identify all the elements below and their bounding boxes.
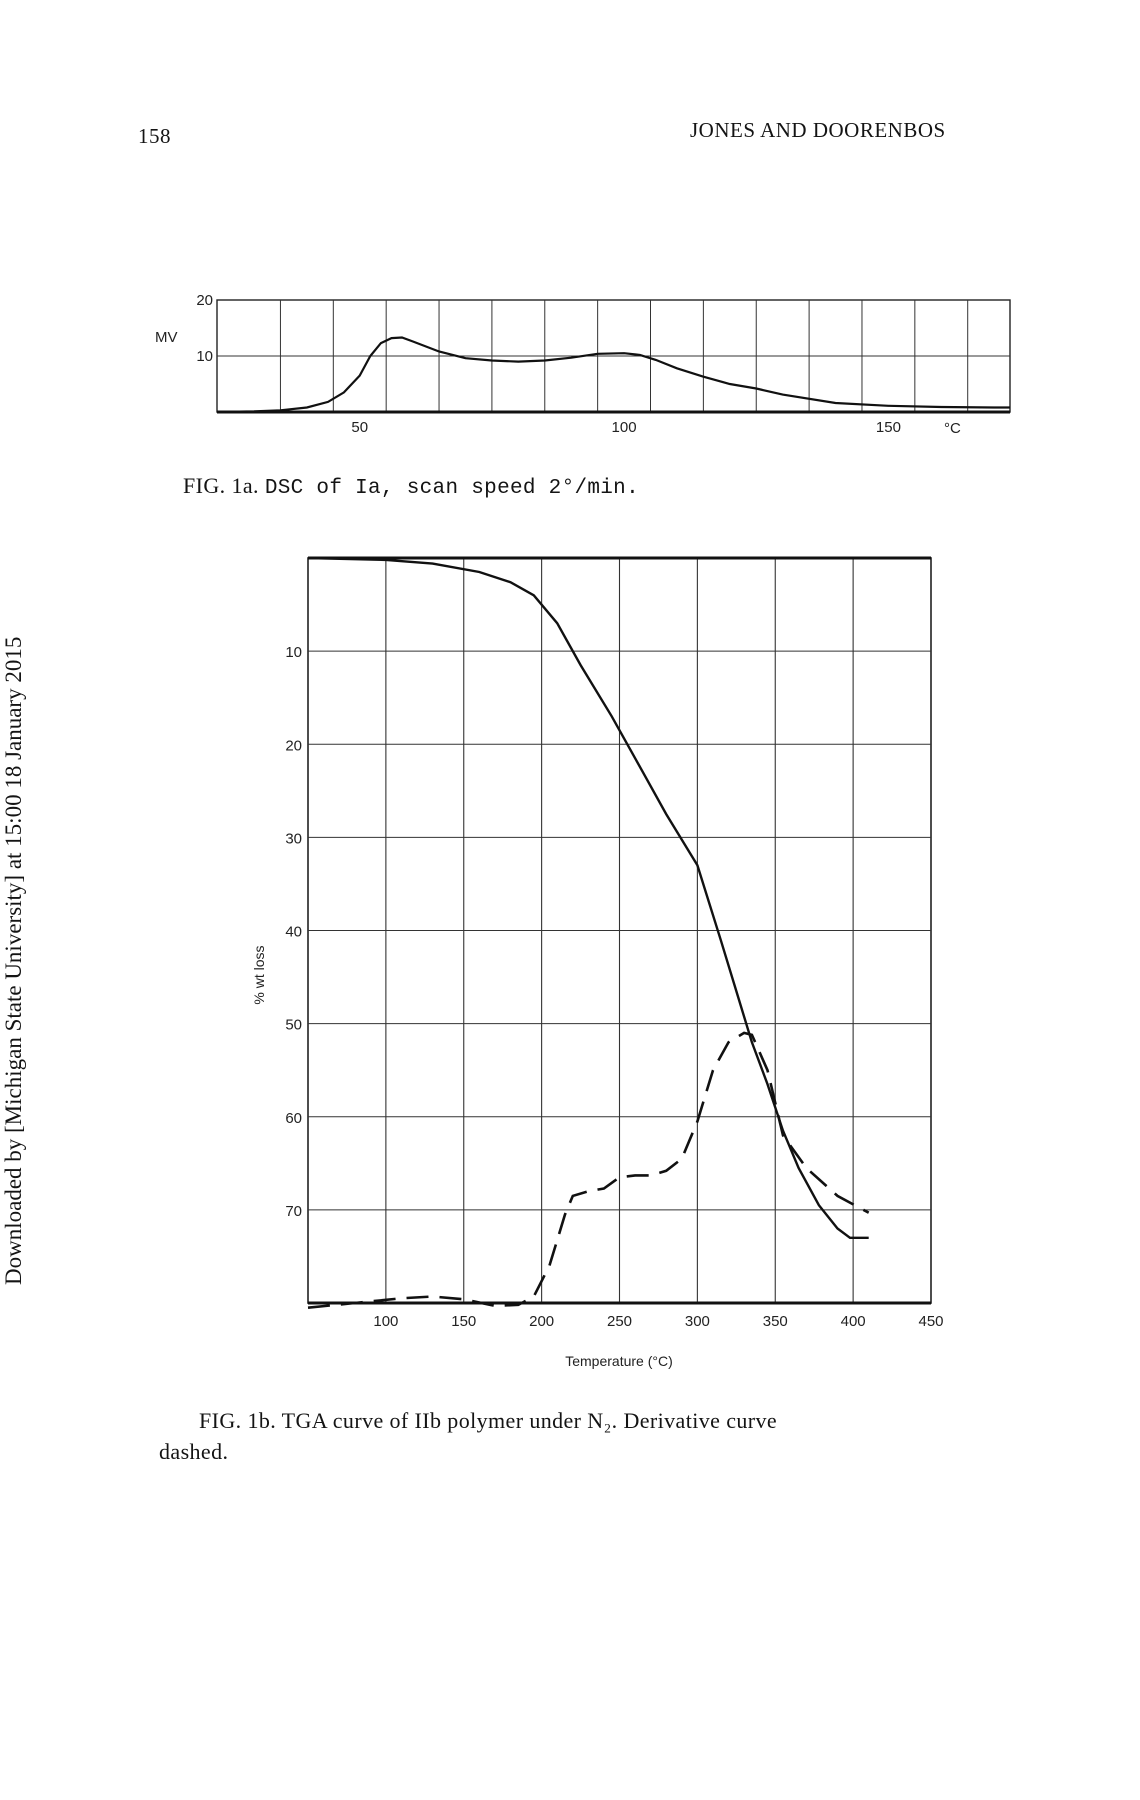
tga-x-tick-label: 400 xyxy=(841,1313,866,1330)
tga-y-tick-label: 20 xyxy=(285,737,302,754)
tga-x-tick-label: 250 xyxy=(607,1313,632,1330)
figure-1b-caption-tail: dashed. xyxy=(159,1439,229,1464)
dsc-x-tick-label: 150 xyxy=(876,419,901,436)
figure-1a-caption-label: FIG. 1a. xyxy=(183,473,259,498)
running-head: JONES AND DOORENBOS xyxy=(690,118,946,142)
dsc-y-tick-label: 20 xyxy=(196,292,213,309)
tga-grid xyxy=(308,556,931,1305)
tga-y-tick-label: 40 xyxy=(285,924,302,941)
tga-x-tick-label: 150 xyxy=(451,1313,476,1330)
page-number: 158 xyxy=(138,124,171,148)
tga-y-axis-label: % wt loss xyxy=(251,945,267,1004)
tga-y-tick-label: 60 xyxy=(285,1110,302,1127)
tga-y-tick-label: 50 xyxy=(285,1017,302,1034)
dsc-x-tick-label: 50 xyxy=(351,419,368,436)
tga-x-axis-label: Temperature (°C) xyxy=(565,1353,673,1369)
dsc-tick-labels: 50 100 150 10 20 xyxy=(196,292,901,436)
tga-y-tick-label: 10 xyxy=(285,644,302,661)
dsc-y-axis-label: MV xyxy=(155,329,178,346)
tga-derivative-curve xyxy=(307,1031,870,1309)
dsc-chart: 50 100 150 10 20 MV °C xyxy=(155,292,1011,437)
figure-1a-caption: FIG. 1a. DSC of Ia, scan speed 2°/min. xyxy=(183,470,639,504)
tga-x-tick-label: 350 xyxy=(763,1313,788,1330)
dsc-x-unit-label: °C xyxy=(944,420,961,437)
tga-x-tick-label: 100 xyxy=(373,1313,398,1330)
dsc-x-tick-label: 100 xyxy=(612,419,637,436)
dsc-grid xyxy=(217,300,1010,414)
tga-weight-loss-curve xyxy=(307,556,869,1239)
tga-x-tick-label: 200 xyxy=(529,1313,554,1330)
figure-1b-caption: FIG. 1b. TGA curve of IIb polymer under … xyxy=(159,1405,1029,1467)
tga-x-tick-label: 300 xyxy=(685,1313,710,1330)
tga-chart: 100 150 200 250 300 350 400 450 10 20 30 40 50 60 70 %… xyxy=(251,556,944,1369)
tga-y-tick-label: 70 xyxy=(285,1203,302,1220)
dsc-curve xyxy=(216,336,1010,414)
tga-y-tick-label: 30 xyxy=(285,830,302,847)
tga-tick-labels: 100 150 200 250 300 350 400 450 10 20 30 40 50 60 70 xyxy=(285,644,943,1330)
figure-1b-caption-label: FIG. 1b. xyxy=(199,1408,277,1433)
figure-1b-caption-text: TGA curve of IIb polymer under N₂. Deriv… xyxy=(281,1408,778,1433)
figure-1a-caption-text: DSC of Ia, scan speed 2°/min. xyxy=(264,477,639,500)
dsc-y-tick-label: 10 xyxy=(196,348,213,365)
tga-x-tick-label: 450 xyxy=(918,1313,943,1330)
